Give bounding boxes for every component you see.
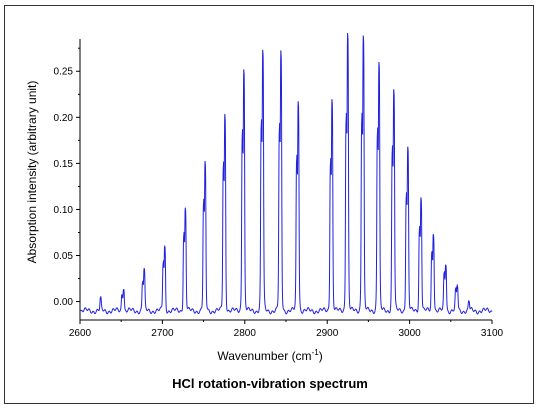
x-tick-label: 2600 (69, 328, 92, 339)
x-tick-label: 2900 (316, 328, 339, 339)
x-axis-title: Wavenumber (cm-1) (217, 348, 322, 363)
y-tick-label: 0.05 (54, 251, 74, 262)
y-axis-title: Absorption intensity (arbitrary unit) (25, 81, 39, 264)
y-axis: 0.00 0.05 0.10 0.15 0.20 0.25 (54, 39, 81, 320)
x-axis-title-close: ) (319, 349, 323, 363)
x-tick-label: 2800 (234, 328, 257, 339)
x-axis: 2600 2700 2800 2900 3000 3100 (69, 319, 504, 339)
spectrum-line (80, 32, 493, 315)
figure-frame: 0.00 0.05 0.10 0.15 0.20 0.25 2600 2700 2800 290… (4, 5, 534, 404)
y-tick-label: 0.15 (54, 159, 74, 170)
x-axis-title-superscript: -1 (312, 348, 320, 357)
y-tick-label: 0.20 (54, 113, 74, 124)
y-tick-label: 0.25 (54, 67, 74, 78)
spectrum-chart: 0.00 0.05 0.10 0.15 0.20 0.25 2600 2700 2800 290… (25, 32, 504, 391)
y-tick-label: 0.00 (54, 297, 74, 308)
chart-title: HCl rotation-vibration spectrum (172, 376, 368, 391)
x-tick-label: 3100 (481, 328, 504, 339)
x-tick-label: 2700 (151, 328, 174, 339)
x-tick-label: 3000 (398, 328, 421, 339)
y-tick-label: 0.10 (54, 205, 74, 216)
